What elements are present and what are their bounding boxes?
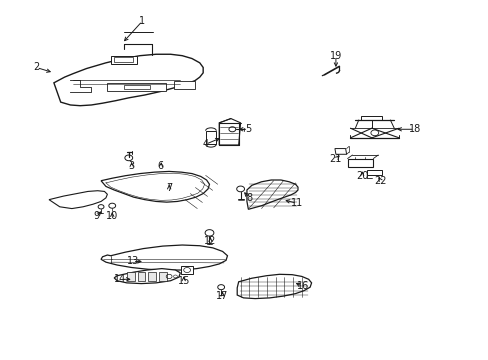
Polygon shape [366, 170, 381, 175]
Polygon shape [237, 274, 311, 298]
Text: 19: 19 [329, 51, 341, 61]
Text: 5: 5 [245, 124, 251, 134]
Polygon shape [219, 118, 240, 145]
Polygon shape [126, 272, 134, 282]
Polygon shape [123, 85, 149, 89]
Text: 4: 4 [202, 139, 208, 149]
Polygon shape [334, 149, 346, 154]
Polygon shape [347, 158, 372, 167]
Polygon shape [107, 83, 165, 91]
Polygon shape [49, 191, 107, 208]
Polygon shape [114, 58, 132, 62]
Polygon shape [111, 56, 136, 64]
Polygon shape [101, 245, 227, 270]
Text: 21: 21 [329, 154, 342, 164]
Polygon shape [54, 54, 203, 106]
Text: 10: 10 [106, 211, 118, 221]
Text: 22: 22 [374, 176, 386, 186]
Text: 9: 9 [93, 211, 99, 221]
Text: 18: 18 [407, 124, 420, 134]
Text: 15: 15 [177, 276, 189, 286]
Polygon shape [361, 116, 381, 120]
Text: 6: 6 [158, 161, 163, 171]
Text: 11: 11 [290, 198, 303, 208]
Polygon shape [246, 180, 297, 209]
Polygon shape [205, 131, 216, 144]
Text: 20: 20 [355, 171, 367, 181]
Polygon shape [148, 272, 156, 282]
Polygon shape [114, 269, 180, 284]
Text: 14: 14 [114, 274, 126, 284]
Polygon shape [159, 272, 166, 282]
Polygon shape [137, 272, 145, 282]
Text: 12: 12 [204, 237, 216, 247]
Polygon shape [101, 171, 209, 202]
Text: 3: 3 [128, 161, 135, 171]
Polygon shape [174, 81, 195, 89]
Polygon shape [181, 266, 193, 274]
Text: 17: 17 [216, 291, 228, 301]
Text: 13: 13 [126, 256, 139, 266]
Text: 16: 16 [296, 282, 308, 292]
Text: 7: 7 [165, 183, 172, 193]
Text: 1: 1 [139, 16, 145, 26]
Text: 2: 2 [33, 63, 40, 72]
Text: 8: 8 [246, 193, 252, 203]
